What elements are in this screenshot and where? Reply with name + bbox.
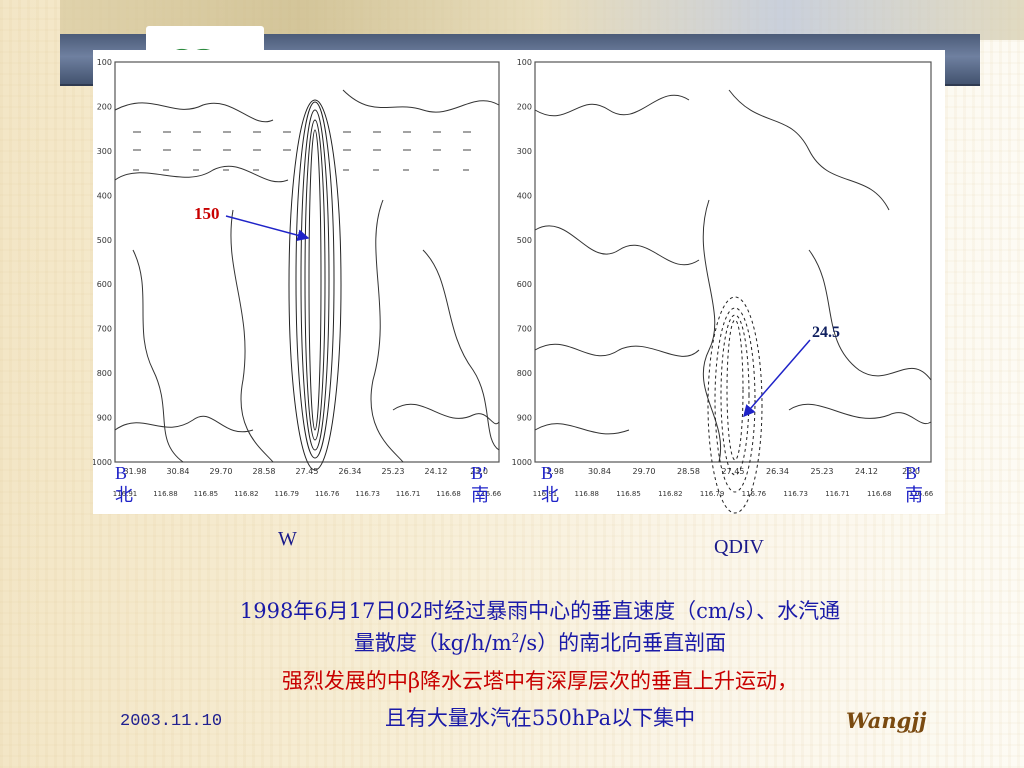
x-tick-label-lon: 116.91: [113, 490, 138, 498]
x-tick-label-lon: 116.91: [533, 490, 558, 498]
x-tick-label-lon: 116.73: [355, 490, 380, 498]
x-tick-label-lon: 116.76: [742, 490, 767, 498]
y-tick-label: 600: [517, 280, 532, 289]
right-cross-section-panel: 100 200 300 400 500 600 700 800 900 1000 1.98 30.8…: [509, 50, 945, 514]
x-tick-label-lat: 27.45: [296, 467, 319, 476]
x-tick-label-lat: 25.23: [811, 467, 834, 476]
right-y-ticks: 100 200 300 400 500 600 700 800 900 1000: [512, 58, 532, 467]
x-tick-label-lon: 116.79: [700, 490, 725, 498]
y-tick-label: 400: [97, 191, 112, 200]
right-corner-label-south: B' 南: [905, 463, 923, 505]
right-cross-section-plot: 100 200 300 400 500 600 700 800 900 1000 1.98 30.8…: [512, 58, 934, 514]
y-tick-label: 500: [517, 236, 532, 245]
y-tick-label: 400: [517, 191, 532, 200]
right-max-annotation: 24.5: [812, 324, 840, 341]
y-tick-label: 1000: [93, 458, 112, 467]
x-tick-label-lon: 116.68: [436, 490, 461, 498]
x-tick-label-lat: 24.12: [425, 467, 448, 476]
x-tick-label-lon: 116.73: [783, 490, 808, 498]
y-tick-label: 900: [97, 414, 112, 423]
left-contours: [114, 89, 500, 463]
x-tick-label-lat: 29.70: [210, 467, 233, 476]
caption-line-4: 且有大量水汽在550hPa以下集中: [384, 706, 696, 730]
x-tick-label-lat: 26.34: [339, 467, 362, 476]
x-tick-label-lat: 26.34: [766, 467, 789, 476]
right-contours: [534, 89, 932, 463]
left-corner-label-south: B' 南: [471, 463, 489, 505]
left-corner-label-north: B 北: [115, 463, 133, 505]
caption-line-2: 量散度（kg/h/m2/s）的南北向垂直剖面: [100, 625, 980, 657]
y-tick-label: 800: [97, 369, 112, 378]
x-tick-label-lon: 116.79: [275, 490, 300, 498]
y-tick-label: 300: [517, 147, 532, 156]
x-tick-label-lat: 28.58: [677, 467, 700, 476]
left-cross-section-plot: 100 200 300 400 500 600 700 800 900 1000 31.98 30.…: [93, 58, 502, 498]
y-tick-label: 600: [97, 280, 112, 289]
x-tick-label-lat: 29.70: [633, 467, 656, 476]
left-cross-section-panel: 100 200 300 400 500 600 700 800 900 1000 31.98 30.…: [93, 50, 513, 514]
left-variable-label: W: [278, 528, 297, 550]
x-tick-label-lon: 116.88: [153, 490, 178, 498]
y-tick-label: 100: [97, 58, 112, 67]
x-tick-label-lat: 23.0: [902, 467, 920, 476]
x-tick-label-lat: 1.98: [546, 467, 564, 476]
x-tick-label-lon: 116.66: [477, 490, 502, 498]
right-x-ticks: 1.98 30.84 29.70 28.58 27.45 26.34 25.23 24.12 2…: [533, 467, 934, 498]
caption-line-2-sup: 2: [511, 631, 520, 645]
x-tick-label-lat: 27.45: [722, 467, 745, 476]
left-wind-arrows: [133, 131, 471, 171]
left-y-ticks: 100 200 300 400 500 600 700 800 900 1000: [93, 58, 112, 467]
x-tick-label-lat: 30.84: [588, 467, 611, 476]
right-annotation-arrow: [743, 339, 811, 418]
x-tick-label-lat: 30.84: [167, 467, 190, 476]
x-tick-label-lat: 31.98: [124, 467, 147, 476]
x-tick-label-lon: 116.76: [315, 490, 340, 498]
caption-line-2-a: 量散度（kg/h/m: [353, 631, 512, 655]
x-tick-label-lon: 116.71: [396, 490, 421, 498]
x-tick-label-lat: 24.12: [855, 467, 878, 476]
y-tick-label: 800: [517, 369, 532, 378]
y-tick-label: 200: [517, 102, 532, 111]
x-tick-label-lon: 116.68: [867, 490, 892, 498]
x-tick-label-lon: 116.82: [234, 490, 258, 498]
left-x-ticks: 31.98 30.84 29.70 28.58 27.45 26.34 25.23 24.12…: [113, 467, 502, 498]
y-tick-label: 200: [97, 102, 112, 111]
y-tick-label: 900: [517, 414, 532, 423]
y-tick-label: 100: [517, 58, 532, 67]
x-tick-label-lon: 116.85: [194, 490, 219, 498]
left-max-annotation: 150: [194, 204, 220, 223]
x-tick-label-lat: 28.58: [253, 467, 276, 476]
x-tick-label-lat: 25.23: [382, 467, 405, 476]
x-tick-label-lon: 116.85: [616, 490, 641, 498]
right-variable-label: QDIV: [714, 536, 764, 558]
y-tick-label: 500: [97, 236, 112, 245]
footer-author: Wangjj: [846, 708, 927, 733]
y-tick-label: 300: [97, 147, 112, 156]
x-tick-label-lon: 116.88: [575, 490, 600, 498]
left-updraft-core: [288, 99, 342, 471]
right-corner-label-north: B 北: [541, 463, 559, 505]
x-tick-label-lon: 116.71: [825, 490, 850, 498]
x-tick-label-lon: 116.82: [658, 490, 683, 498]
right-moisture-convergence: [707, 296, 763, 514]
y-tick-label: 700: [517, 325, 532, 334]
footer-date: 2003.11.10: [120, 712, 223, 731]
x-tick-label-lon: 116.66: [909, 490, 934, 498]
caption-line-3: 强烈发展的中β降水云塔中有深厚层次的垂直上升运动，: [281, 669, 799, 693]
caption-line-1: 1998年6月17日02时经过暴雨中心的垂直速度（cm/s）、水汽通: [239, 599, 841, 623]
left-annotation-arrow: [225, 215, 310, 242]
x-tick-label-lat: 23.0: [470, 467, 488, 476]
y-tick-label: 700: [97, 325, 112, 334]
y-tick-label: 1000: [512, 458, 532, 467]
caption-line-2-b: /s）的南北向垂直剖面: [519, 631, 727, 655]
